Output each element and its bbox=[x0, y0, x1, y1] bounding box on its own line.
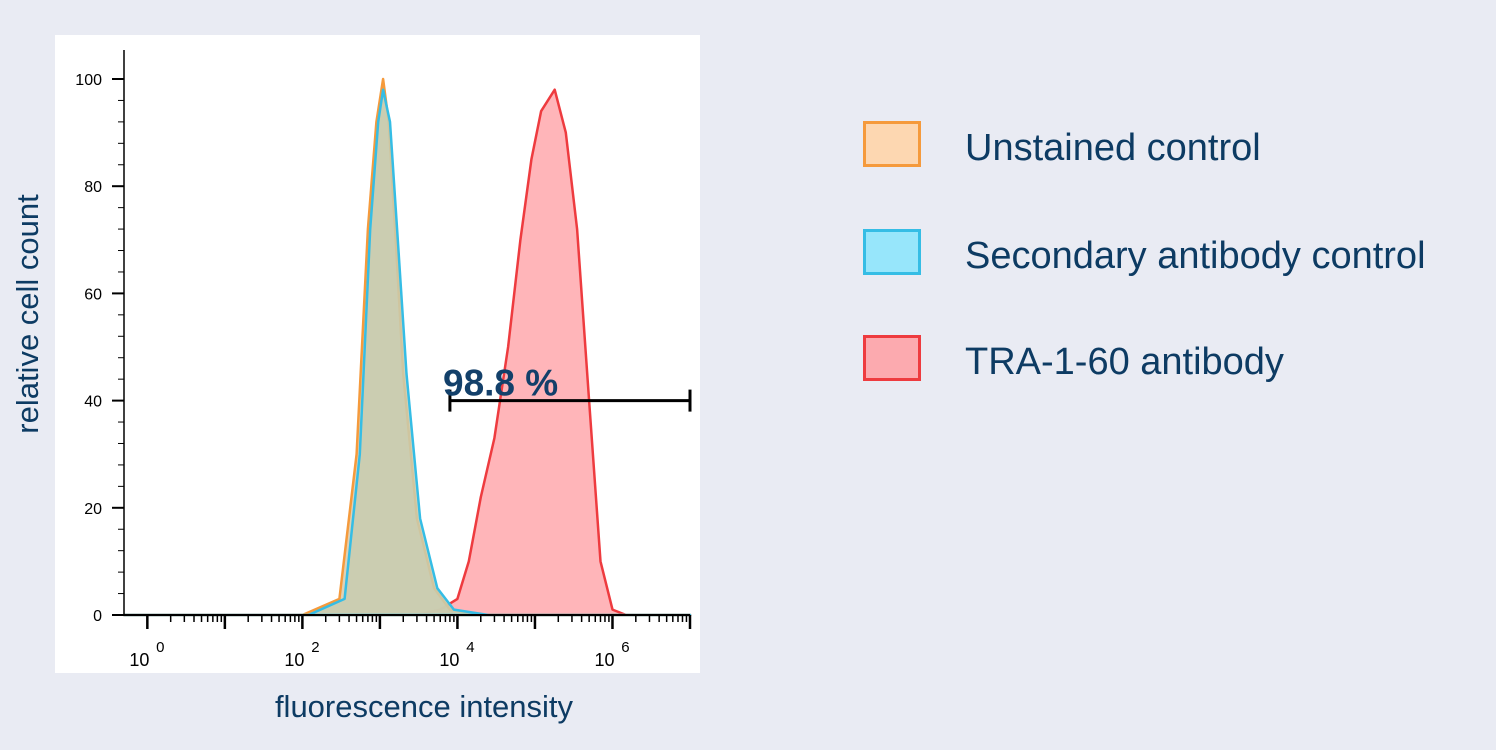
y-tick-label: 40 bbox=[84, 394, 102, 411]
series-tra-1-60-antibody bbox=[122, 88, 692, 617]
y-tick-label: 80 bbox=[84, 179, 102, 196]
x-tick-label: 10 bbox=[594, 650, 614, 670]
y-tick-label: 60 bbox=[84, 286, 102, 303]
gate-layer: 98.8 % bbox=[443, 363, 692, 412]
legend-swatch-unstained bbox=[863, 121, 921, 167]
y-tick-label: 20 bbox=[84, 501, 102, 518]
y-axis-label: relative cell count bbox=[10, 194, 45, 434]
y-tick-label: 0 bbox=[93, 608, 102, 625]
legend-label-secondary: Secondary antibody control bbox=[965, 235, 1426, 277]
x-tick-label: 10 bbox=[129, 650, 149, 670]
legend-swatch-secondary bbox=[863, 229, 921, 275]
legend-swatch-tra160 bbox=[863, 335, 921, 381]
legend-label-unstained: Unstained control bbox=[965, 127, 1261, 169]
x-tick-exponent: 2 bbox=[311, 639, 319, 656]
x-tick-label: 10 bbox=[284, 650, 304, 670]
y-tick-label: 100 bbox=[75, 72, 102, 89]
series-secondary-antibody-control bbox=[122, 88, 692, 617]
series-layer bbox=[122, 77, 692, 617]
legend-label-tra160: TRA-1-60 antibody bbox=[965, 341, 1284, 383]
x-axis-label: fluorescence intensity bbox=[275, 689, 574, 724]
x-tick-label: 10 bbox=[439, 650, 459, 670]
gate-percentage-label: 98.8 % bbox=[443, 363, 558, 404]
x-tick-exponent: 6 bbox=[621, 639, 629, 656]
x-tick-exponent: 4 bbox=[466, 639, 474, 656]
x-tick-exponent: 0 bbox=[156, 639, 164, 656]
